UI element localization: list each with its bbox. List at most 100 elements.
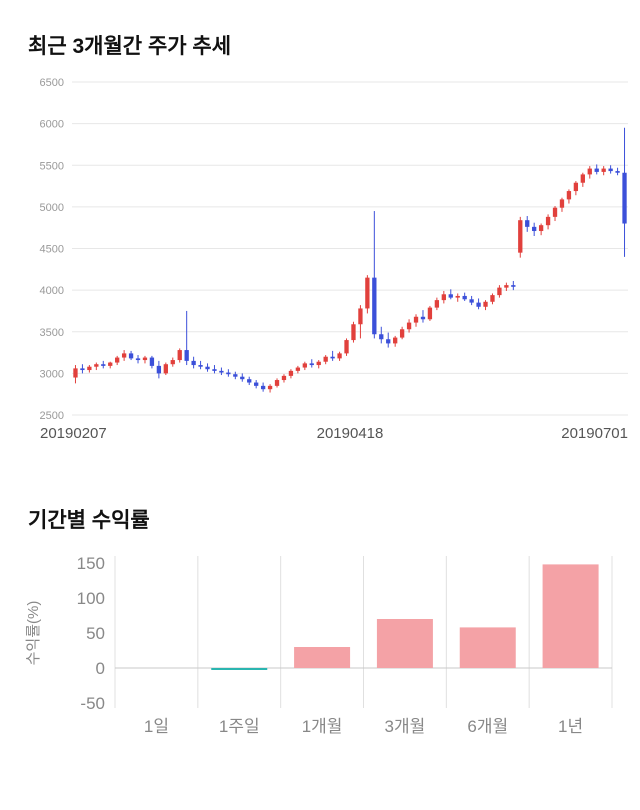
candle-body [330, 356, 335, 359]
return-bar [294, 647, 351, 668]
candle [594, 164, 599, 175]
candle-body [135, 358, 141, 361]
candle [511, 280, 516, 291]
candle [219, 367, 224, 376]
candle-body [128, 353, 134, 359]
candle [393, 335, 398, 347]
candle [365, 275, 370, 314]
candle-body [372, 277, 377, 335]
candle [288, 369, 294, 379]
candle-body [622, 172, 627, 224]
candle [455, 293, 460, 302]
candle [330, 350, 335, 361]
candle-body [538, 225, 544, 232]
candle [260, 382, 266, 392]
candle-body [420, 316, 426, 320]
y-axis-tick-label: 6500 [40, 77, 64, 89]
return-bar [211, 668, 268, 670]
candle-body [302, 363, 307, 368]
y-axis-tick-label: 6000 [40, 119, 64, 131]
category-label: 1개월 [302, 717, 343, 736]
candle [233, 371, 238, 380]
candle [379, 326, 384, 344]
candle-body [532, 226, 537, 232]
candle-body [525, 220, 530, 227]
category-label: 6개월 [467, 717, 508, 736]
candle-body [427, 307, 433, 320]
candle [323, 355, 328, 365]
candle-body [309, 363, 314, 366]
candle [573, 181, 579, 196]
candle [399, 326, 405, 340]
candle [94, 362, 99, 371]
candle [87, 365, 92, 373]
candle-body [94, 364, 99, 367]
candle [420, 310, 426, 323]
candle-body [386, 339, 391, 344]
candle-body [462, 295, 467, 300]
candle-body [455, 295, 460, 298]
candle [552, 206, 558, 222]
y-axis-tick-label: -50 [80, 694, 105, 713]
candle-body [399, 329, 405, 338]
candle [441, 290, 446, 304]
candle [184, 310, 189, 366]
candle [212, 365, 217, 374]
candle [504, 282, 509, 291]
candle-body [573, 182, 579, 192]
candle [622, 127, 627, 257]
candle [156, 360, 162, 379]
y-axis-tick-label: 5000 [40, 202, 64, 214]
candle-body [497, 287, 502, 296]
candle-body [316, 361, 321, 366]
candle [254, 380, 259, 389]
candle [170, 357, 175, 367]
candle [135, 355, 141, 364]
candle-body [490, 295, 495, 302]
y-axis-tick-label: 5500 [40, 160, 64, 172]
candle-body [240, 376, 245, 380]
candle [566, 189, 572, 204]
candle-body [337, 353, 342, 359]
return-bar [459, 627, 516, 668]
candle [497, 285, 502, 298]
candle-body [594, 168, 599, 172]
candle-body [260, 385, 266, 390]
return-bar [376, 619, 433, 668]
candle [615, 167, 620, 176]
category-label: 1년 [558, 717, 583, 736]
candle [121, 350, 127, 361]
candle [198, 360, 203, 370]
candle-body [441, 294, 446, 301]
candle [344, 338, 349, 356]
candle [483, 300, 488, 311]
return-bar [542, 564, 599, 668]
candle-body [226, 372, 231, 375]
candle [142, 355, 148, 364]
candle [462, 292, 467, 301]
candle-body [365, 277, 370, 309]
category-label: 3개월 [385, 717, 426, 736]
candle [608, 165, 613, 174]
candlestick-chart: 2500 3000 3500 4000 4500 5000 5500 6000 6500 2019… [0, 70, 640, 448]
candle-body [108, 362, 113, 366]
candle-body [247, 379, 252, 383]
candle [316, 360, 321, 369]
candle-body [87, 366, 92, 371]
candle-body [434, 300, 440, 308]
candle-body [101, 364, 106, 366]
candle [476, 298, 481, 310]
candle-body [184, 350, 189, 361]
candle-body [115, 357, 120, 363]
candle [372, 211, 377, 339]
candle-body [566, 191, 572, 200]
candle-body [559, 199, 565, 208]
candle [413, 314, 419, 327]
candle-body [267, 385, 273, 390]
candle [163, 362, 168, 376]
candle [337, 351, 342, 361]
candle [490, 293, 495, 305]
candle [518, 216, 523, 258]
returns-bar-svg: 150 100 50 0 -50 수익률(%) 1일 1주일 1개월 3개월 6개월 1년 [25, 554, 613, 736]
